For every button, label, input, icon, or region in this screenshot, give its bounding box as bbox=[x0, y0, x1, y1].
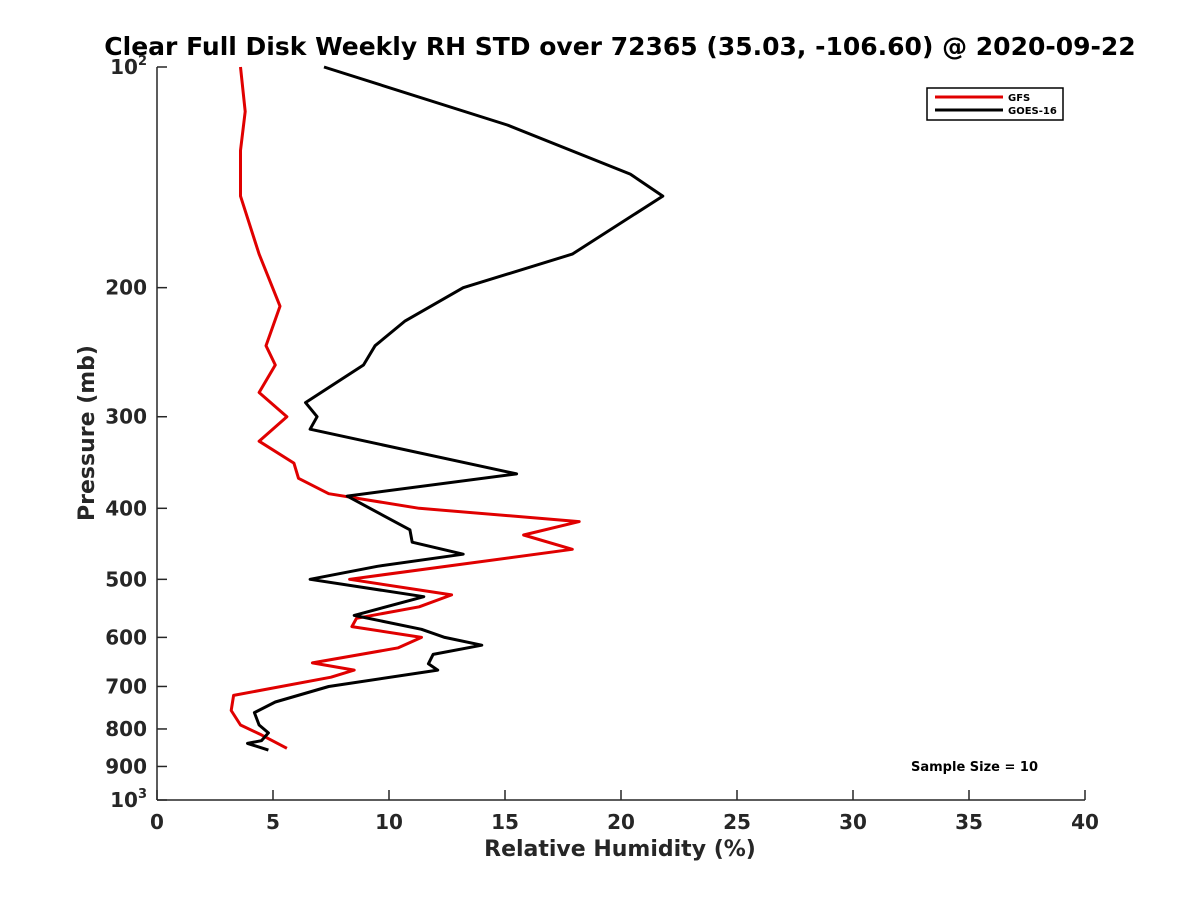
y-tick-label: 600 bbox=[105, 625, 147, 649]
y-tick-label: 103 bbox=[110, 787, 147, 812]
legend-label-goes16: GOES-16 bbox=[1008, 106, 1057, 117]
chart-title: Clear Full Disk Weekly RH STD over 72365… bbox=[104, 32, 1135, 61]
legend: GFS GOES-16 bbox=[926, 87, 1064, 121]
y-tick-label: 102 bbox=[110, 54, 147, 79]
x-tick-label: 30 bbox=[839, 810, 867, 834]
plot-area: 0 5 10 15 20 25 30 35 40 102 200 300 400 500 600 700 800… bbox=[105, 54, 1099, 834]
x-tick-label: 0 bbox=[150, 810, 164, 834]
y-tick-label: 200 bbox=[105, 276, 147, 300]
x-tick-label: 35 bbox=[955, 810, 983, 834]
y-tick-label: 400 bbox=[105, 496, 147, 520]
x-axis-label: Relative Humidity (%) bbox=[484, 837, 756, 862]
x-tick-label: 25 bbox=[723, 810, 751, 834]
x-tick-label: 5 bbox=[266, 810, 280, 834]
y-tick-label: 700 bbox=[105, 674, 147, 698]
x-tick-label: 40 bbox=[1071, 810, 1099, 834]
y-tick-label: 300 bbox=[105, 405, 147, 429]
series-line-gfs bbox=[229, 66, 581, 750]
legend-label-gfs: GFS bbox=[1008, 93, 1030, 104]
y-tick-label: 900 bbox=[105, 754, 147, 778]
legend-box bbox=[926, 87, 1064, 121]
y-tick-label: 800 bbox=[105, 717, 147, 741]
x-tick-label: 10 bbox=[375, 810, 403, 834]
y-tick-label: 500 bbox=[105, 567, 147, 591]
x-tick-label: 15 bbox=[491, 810, 519, 834]
series-line-goes16 bbox=[246, 65, 665, 752]
x-tick-label: 20 bbox=[607, 810, 635, 834]
sample-size-annotation: Sample Size = 10 bbox=[911, 760, 1038, 775]
y-axis-label: Pressure (mb) bbox=[75, 345, 100, 521]
